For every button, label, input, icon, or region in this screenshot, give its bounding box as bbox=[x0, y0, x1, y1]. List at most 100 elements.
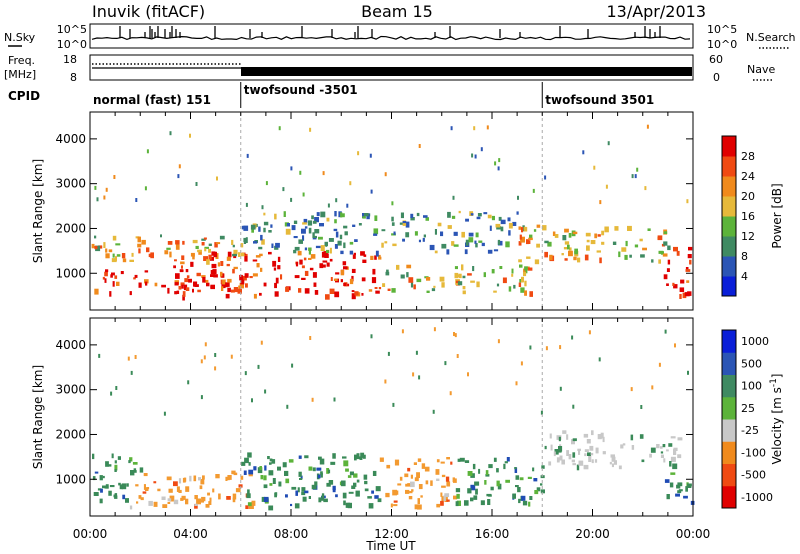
data-cell bbox=[308, 496, 311, 499]
data-cell bbox=[148, 500, 153, 506]
data-cell bbox=[345, 468, 349, 472]
data-cell bbox=[200, 359, 203, 364]
data-cell bbox=[301, 487, 306, 492]
data-cell bbox=[453, 495, 458, 500]
data-cell bbox=[352, 224, 356, 227]
data-cell bbox=[210, 274, 215, 277]
data-cell bbox=[612, 241, 617, 245]
data-cell bbox=[267, 456, 270, 460]
data-cell bbox=[295, 261, 299, 267]
data-cell bbox=[554, 449, 559, 455]
data-cell bbox=[511, 273, 514, 277]
data-cell bbox=[562, 430, 567, 434]
data-cell bbox=[585, 232, 591, 237]
data-cell bbox=[142, 491, 147, 494]
data-cell bbox=[374, 215, 378, 221]
data-cell bbox=[349, 250, 354, 255]
data-cell bbox=[685, 269, 691, 272]
data-cell bbox=[493, 249, 499, 252]
colorbar-swatch bbox=[722, 276, 736, 297]
data-cell bbox=[208, 501, 212, 505]
data-cell bbox=[285, 228, 291, 235]
data-cell bbox=[467, 488, 472, 494]
data-cell bbox=[121, 483, 127, 490]
data-cell bbox=[663, 274, 668, 280]
data-cell bbox=[526, 256, 531, 259]
data-cell bbox=[312, 232, 315, 238]
data-cell bbox=[584, 254, 589, 261]
data-cell bbox=[293, 220, 298, 224]
data-cell bbox=[274, 245, 279, 250]
noise-panel: 10^5 10^0 10^5 10^0 bbox=[57, 23, 737, 51]
data-cell bbox=[293, 249, 297, 254]
data-cell bbox=[483, 212, 488, 215]
data-cell bbox=[98, 245, 103, 249]
data-cell bbox=[304, 247, 308, 251]
data-cell bbox=[193, 281, 198, 287]
data-cell bbox=[176, 486, 180, 492]
data-cell bbox=[239, 282, 244, 289]
data-cell bbox=[497, 166, 500, 171]
data-cell bbox=[437, 222, 442, 227]
data-cell bbox=[103, 195, 106, 200]
data-cell bbox=[241, 225, 245, 230]
data-cell bbox=[291, 486, 297, 490]
data-cell bbox=[465, 218, 469, 222]
data-cell bbox=[274, 291, 279, 297]
y-tick-label: 2000 bbox=[55, 221, 86, 235]
data-cell bbox=[529, 345, 532, 350]
data-cell bbox=[285, 286, 290, 292]
data-cell bbox=[517, 195, 519, 200]
data-cell bbox=[214, 353, 217, 357]
data-cell bbox=[117, 456, 121, 460]
data-cell bbox=[561, 253, 564, 256]
data-cell bbox=[99, 498, 103, 504]
data-cell bbox=[397, 483, 402, 486]
data-cell bbox=[136, 501, 139, 504]
data-cell bbox=[498, 158, 501, 163]
data-cell bbox=[195, 245, 199, 249]
data-cell bbox=[260, 234, 263, 241]
data-cell bbox=[370, 255, 374, 260]
data-cell bbox=[432, 409, 435, 414]
data-cell bbox=[194, 503, 198, 506]
data-cell bbox=[453, 231, 458, 236]
data-cell bbox=[572, 463, 576, 466]
data-cell bbox=[641, 459, 645, 463]
data-cell bbox=[337, 240, 342, 246]
data-cell bbox=[473, 126, 476, 131]
data-cell bbox=[558, 446, 563, 452]
data-cell bbox=[96, 197, 99, 202]
data-cell bbox=[386, 464, 391, 469]
cpid-row: normal (fast) 151 twofsound -3501 twofsoun… bbox=[93, 82, 654, 108]
x-tick-label: 12:00 bbox=[374, 527, 409, 541]
data-cell bbox=[558, 436, 561, 442]
data-cell bbox=[141, 239, 146, 245]
data-cell bbox=[657, 235, 663, 241]
data-cell bbox=[429, 244, 435, 251]
data-cell bbox=[475, 243, 478, 248]
data-cell bbox=[339, 234, 343, 240]
data-cell bbox=[444, 496, 448, 502]
data-cell bbox=[356, 479, 360, 483]
data-cell bbox=[521, 227, 524, 233]
data-cell bbox=[105, 248, 108, 253]
data-cell bbox=[216, 242, 221, 245]
data-cell bbox=[295, 490, 298, 496]
data-cell bbox=[328, 469, 331, 474]
data-cell bbox=[221, 283, 226, 289]
freq-label: Freq. bbox=[8, 54, 35, 67]
data-cell bbox=[257, 364, 260, 369]
cpid-entry: twofsound -3501 bbox=[244, 83, 358, 97]
data-cell bbox=[367, 496, 372, 499]
data-cell bbox=[519, 264, 523, 268]
data-cell bbox=[685, 486, 688, 492]
data-cell bbox=[669, 482, 674, 488]
data-cell bbox=[458, 210, 461, 214]
x-tick-label: 00:00 bbox=[73, 527, 108, 541]
data-cell bbox=[208, 248, 211, 253]
data-cell bbox=[138, 495, 142, 499]
data-cell bbox=[325, 249, 330, 253]
data-cell bbox=[298, 239, 303, 244]
data-cell bbox=[363, 213, 369, 217]
